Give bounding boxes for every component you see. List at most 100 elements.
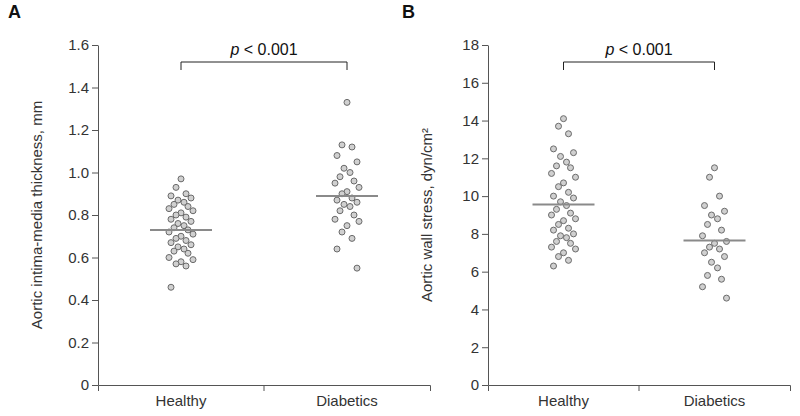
point bbox=[349, 235, 355, 241]
point bbox=[566, 189, 572, 195]
y-tick-mark bbox=[482, 234, 488, 235]
point bbox=[717, 246, 723, 252]
mean-line bbox=[684, 240, 746, 242]
category-divider bbox=[264, 385, 265, 391]
y-tick-mark bbox=[92, 88, 98, 89]
point bbox=[168, 284, 174, 290]
point bbox=[339, 142, 345, 148]
y-axis: 00.20.40.60.81.01.21.41.6 bbox=[68, 36, 98, 393]
point bbox=[573, 216, 579, 222]
point bbox=[707, 244, 713, 250]
point bbox=[700, 284, 706, 290]
point bbox=[168, 216, 174, 222]
x-tick-label: Healthy bbox=[538, 392, 589, 409]
y-tick: 1.6 bbox=[68, 36, 98, 53]
point bbox=[707, 174, 713, 180]
x-tick-label: Diabetics bbox=[316, 392, 378, 409]
point bbox=[168, 240, 174, 246]
y-tick: 16 bbox=[462, 74, 488, 91]
point bbox=[556, 184, 562, 190]
y-tick-mark bbox=[482, 272, 488, 273]
point bbox=[351, 178, 357, 184]
point bbox=[556, 123, 562, 129]
mean-line bbox=[316, 195, 378, 197]
point bbox=[178, 176, 184, 182]
point bbox=[702, 250, 708, 256]
point bbox=[351, 212, 357, 218]
y-tick: 0.4 bbox=[68, 291, 98, 308]
y-axis-line bbox=[98, 46, 99, 386]
point bbox=[722, 208, 728, 214]
point bbox=[171, 201, 177, 207]
point bbox=[334, 153, 340, 159]
point bbox=[554, 238, 560, 244]
y-tick: 4 bbox=[471, 301, 488, 318]
point bbox=[566, 257, 572, 263]
point bbox=[724, 295, 730, 301]
point bbox=[554, 206, 560, 212]
point bbox=[556, 221, 562, 227]
y-tick: 1.0 bbox=[68, 164, 98, 181]
point bbox=[339, 229, 345, 235]
x-axis-line bbox=[489, 386, 791, 392]
point bbox=[571, 231, 577, 237]
y-tick-label: 0 bbox=[471, 376, 479, 393]
point bbox=[190, 257, 196, 263]
point bbox=[354, 159, 360, 165]
point bbox=[347, 170, 353, 176]
point bbox=[705, 221, 711, 227]
y-tick-label: 8 bbox=[471, 225, 479, 242]
y-tick: 6 bbox=[471, 263, 488, 280]
point bbox=[171, 248, 177, 254]
point bbox=[341, 165, 347, 171]
y-tick-label: 0.4 bbox=[68, 291, 89, 308]
x-tick: Healthy bbox=[538, 385, 589, 409]
point bbox=[166, 206, 172, 212]
y-tick-mark bbox=[482, 158, 488, 159]
y-tick: 0.8 bbox=[68, 206, 98, 223]
point bbox=[341, 201, 347, 207]
y-tick-mark bbox=[92, 385, 98, 386]
y-tick: 1.2 bbox=[68, 121, 98, 138]
point bbox=[188, 195, 194, 201]
mean-line bbox=[150, 229, 212, 231]
y-tick: 0.2 bbox=[68, 334, 98, 351]
y-tick: 0 bbox=[471, 376, 488, 393]
point bbox=[717, 193, 723, 199]
point bbox=[337, 174, 343, 180]
point bbox=[709, 259, 715, 265]
point bbox=[168, 193, 174, 199]
point bbox=[332, 180, 338, 186]
point bbox=[185, 250, 191, 256]
panel: 00.20.40.60.81.01.21.41.6HealthyDiabetic… bbox=[8, 2, 431, 409]
y-tick-mark bbox=[92, 300, 98, 301]
y-axis-title: Aortic wall stress, dyn/cm² bbox=[418, 128, 435, 302]
point bbox=[573, 174, 579, 180]
point bbox=[549, 170, 555, 176]
significance-bracket bbox=[564, 62, 715, 70]
point bbox=[700, 233, 706, 239]
point bbox=[554, 163, 560, 169]
y-tick-label: 0.2 bbox=[68, 334, 89, 351]
y-tick: 0 bbox=[81, 376, 98, 393]
y-tick-label: 0.8 bbox=[68, 206, 89, 223]
point bbox=[564, 159, 570, 165]
point bbox=[551, 263, 557, 269]
point bbox=[188, 218, 194, 224]
annotation: p < 0.001 bbox=[604, 41, 672, 58]
point bbox=[558, 233, 564, 239]
y-tick-label: 4 bbox=[471, 301, 479, 318]
point bbox=[173, 212, 179, 218]
y-tick: 10 bbox=[462, 187, 488, 204]
y-tick: 8 bbox=[471, 225, 488, 242]
point bbox=[551, 146, 557, 152]
point bbox=[566, 131, 572, 137]
point bbox=[344, 99, 350, 105]
y-tick: 14 bbox=[462, 112, 488, 129]
point bbox=[571, 195, 577, 201]
point bbox=[185, 204, 191, 210]
plot-area bbox=[533, 116, 746, 301]
category-divider bbox=[639, 385, 640, 391]
point bbox=[190, 231, 196, 237]
point bbox=[722, 254, 728, 260]
